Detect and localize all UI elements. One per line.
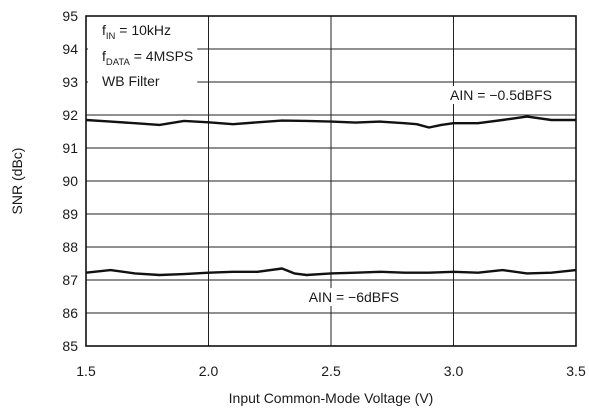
x-axis-title: Input Common-Mode Voltage (V) (229, 390, 434, 406)
x-tick-label: 3.0 (444, 363, 464, 379)
x-tick-label: 3.5 (566, 363, 586, 379)
x-tick-label: 2.5 (321, 363, 341, 379)
x-tick-label: 1.5 (76, 363, 96, 379)
y-tick-label: 90 (62, 173, 78, 189)
series-label-bg (446, 86, 556, 104)
series-label-bg (304, 288, 403, 306)
series-label-0: AIN = −0.5dBFS (450, 87, 552, 103)
condition-text: fIN = 10kHz (102, 22, 171, 42)
y-tick-label: 91 (62, 140, 78, 156)
y-tick-label: 85 (62, 338, 78, 354)
y-axis-title: SNR (dBc) (9, 148, 25, 215)
y-axis-ticks: 85 86 87 88 89 90 91 92 93 94 95 (62, 8, 78, 354)
y-tick-label: 93 (62, 74, 78, 90)
series-label-1: AIN = −6dBFS (309, 289, 399, 305)
y-tick-label: 92 (62, 107, 78, 123)
series-line-0 (85, 115, 576, 129)
condition-text: WB Filter (102, 73, 160, 89)
x-tick-label: 2.0 (199, 363, 219, 379)
series-line-1 (85, 267, 577, 277)
conditions-annotation: fIN = 10kHz fDATA = 4MSPS WB Filter (102, 22, 193, 89)
conditions-box (88, 18, 198, 93)
plot-frame (85, 15, 577, 347)
y-tick-label: 95 (62, 8, 78, 24)
x-axis-ticks: 1.5 2.0 2.5 3.0 3.5 (76, 363, 586, 379)
series-lines (85, 115, 577, 277)
y-tick-label: 94 (62, 41, 78, 57)
y-tick-label: 86 (62, 305, 78, 321)
y-tick-label: 89 (62, 206, 78, 222)
y-tick-label: 87 (62, 272, 78, 288)
condition-text: fDATA = 4MSPS (102, 48, 193, 68)
y-tick-label: 88 (62, 239, 78, 255)
